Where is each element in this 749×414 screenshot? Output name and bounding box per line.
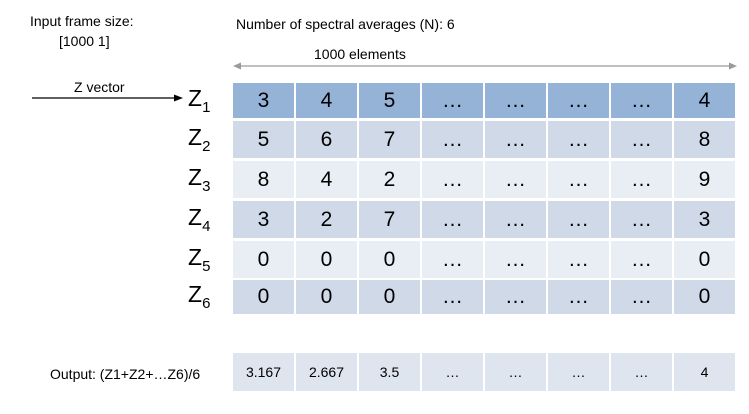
table-cell: 0 [296, 241, 357, 278]
row-label: Z5 [188, 244, 210, 275]
output-cell: 3.167 [233, 353, 294, 391]
table-cell: … [422, 161, 483, 198]
table-cell: 9 [674, 161, 735, 198]
table-cell: … [548, 121, 609, 158]
table-cell: 0 [359, 280, 420, 314]
table-cell: … [422, 241, 483, 278]
output-cell: … [611, 353, 672, 391]
table-cell: … [611, 161, 672, 198]
table-cell: … [485, 280, 546, 314]
table-cell: … [548, 241, 609, 278]
table-cell: … [548, 161, 609, 198]
table-cell: 3 [674, 201, 735, 238]
table-cell: 7 [359, 121, 420, 158]
table-cell: 2 [296, 201, 357, 238]
table-cell: … [485, 83, 546, 118]
table-cell: … [611, 280, 672, 314]
table-cell: … [548, 83, 609, 118]
averages-label: Number of spectral averages (N): 6 [236, 16, 455, 32]
row-label: Z6 [188, 281, 210, 312]
row-index: 4 [202, 217, 211, 235]
row-index: 2 [202, 137, 211, 155]
table-cell: 0 [296, 280, 357, 314]
output-cell: 2.667 [296, 353, 357, 391]
vector-arrowhead [174, 94, 183, 102]
row-label: Z4 [188, 204, 210, 235]
table-cell: … [422, 201, 483, 238]
table-cell: … [485, 201, 546, 238]
row-label: Z1 [188, 85, 210, 116]
table-cell: 4 [296, 83, 357, 118]
table-cell: 4 [296, 161, 357, 198]
row-name: Z [188, 281, 203, 307]
table-cell: … [485, 241, 546, 278]
table-cell: 7 [359, 201, 420, 238]
row-name: Z [188, 163, 203, 190]
row-index: 3 [202, 177, 211, 195]
row-index: 1 [202, 98, 211, 116]
table-cell: 8 [674, 121, 735, 158]
table-cell: … [485, 161, 546, 198]
table-cell: 8 [233, 161, 294, 198]
table-cell: … [422, 280, 483, 314]
table-cell: 2 [359, 161, 420, 198]
table-cell: 5 [359, 83, 420, 118]
row-index: 6 [202, 295, 211, 312]
table-cell: 4 [674, 83, 735, 118]
table-cell: 5 [233, 121, 294, 158]
table-cell: … [611, 121, 672, 158]
table-cell: … [548, 201, 609, 238]
row-name: Z [188, 84, 203, 111]
row-name: Z [188, 123, 203, 150]
table-cell: … [422, 121, 483, 158]
table-cell: … [548, 280, 609, 314]
output-cell: 4 [674, 353, 735, 391]
output-cell: … [485, 353, 546, 391]
table-cell: … [611, 201, 672, 238]
table-cell: 3 [233, 83, 294, 118]
elements-label: 1000 elements [314, 46, 406, 62]
input-label: Input frame size: [30, 13, 134, 29]
table-cell: 0 [233, 241, 294, 278]
output-label: Output: (Z1+Z2+…Z6)/6 [50, 366, 201, 382]
table-cell: … [485, 121, 546, 158]
table-cell: 0 [674, 280, 735, 314]
output-cell: … [548, 353, 609, 391]
table-cell: … [611, 241, 672, 278]
vector-label: Z vector [74, 79, 125, 95]
table-cell: 3 [233, 201, 294, 238]
input-size: [1000 1] [59, 33, 110, 49]
table-cell: … [422, 83, 483, 118]
row-name: Z [188, 243, 203, 270]
output-cell: … [422, 353, 483, 391]
row-label: Z3 [188, 164, 210, 195]
output-cell: 3.5 [359, 353, 420, 391]
row-index: 5 [202, 257, 211, 275]
row-label: Z2 [188, 124, 210, 155]
table-cell: 0 [674, 241, 735, 278]
table-cell: 0 [233, 280, 294, 314]
table-cell: … [611, 83, 672, 118]
row-name: Z [188, 203, 203, 230]
table-cell: 0 [359, 241, 420, 278]
table-cell: 6 [296, 121, 357, 158]
